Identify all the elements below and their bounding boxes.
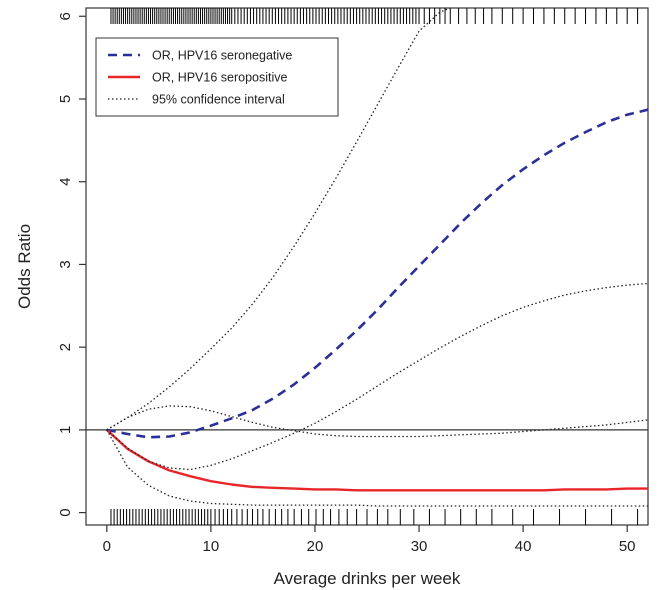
x-tick-label: 30	[411, 538, 428, 555]
y-tick-label: 2	[57, 343, 74, 351]
x-tick-label: 40	[515, 538, 532, 555]
x-tick-label: 50	[619, 538, 636, 555]
x-axis-label: Average drinks per week	[274, 569, 461, 588]
series-line-5	[106, 429, 648, 507]
x-tick-label: 20	[307, 538, 324, 555]
x-tick-label: 0	[103, 538, 111, 555]
y-tick-label: 4	[57, 178, 74, 186]
axes: 0 10 20 30 40 50 0 1 2 3 4 5 6	[57, 12, 636, 555]
legend-label: 95% confidence interval	[152, 93, 285, 107]
series-lines	[105, 8, 648, 507]
series-line-0	[106, 108, 648, 439]
rug-ticks	[110, 8, 639, 525]
y-axis-label: Odds Ratio	[15, 224, 34, 309]
y-tick-label: 6	[57, 12, 74, 20]
y-tick-label: 1	[57, 426, 74, 434]
y-tick-label: 3	[57, 260, 74, 268]
series-line-1	[105, 429, 648, 492]
legend-label: OR, HPV16 seropositive	[152, 71, 288, 85]
y-tick-label: 0	[57, 508, 74, 516]
x-tick-label: 10	[203, 538, 220, 555]
y-tick-label: 5	[57, 95, 74, 103]
series-line-3	[106, 282, 648, 471]
legend-label: OR, HPV16 seronegative	[152, 49, 292, 63]
legend: OR, HPV16 seronegative OR, HPV16 seroposi…	[95, 37, 339, 117]
